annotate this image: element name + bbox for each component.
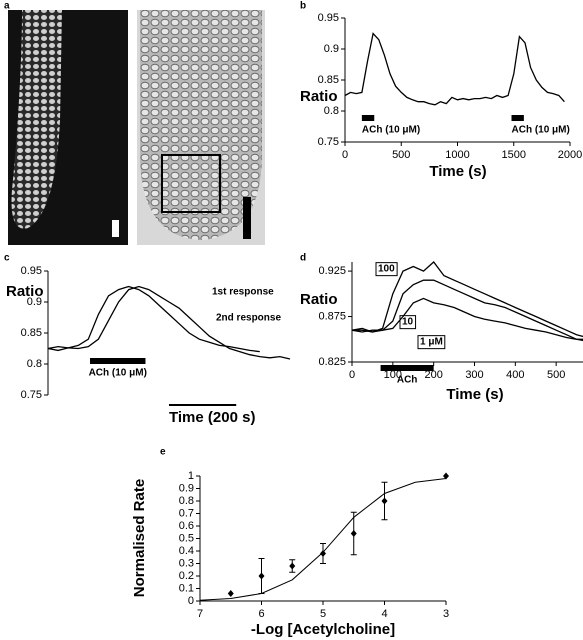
stimulus-bar [90,358,146,364]
x-tick-label: 6 [258,608,264,620]
stimulus-label: ACh [397,375,418,386]
scale-bar-label: Time (200 s) [169,409,255,426]
x-tick-label: 0 [342,149,348,161]
panel-label: e [160,447,166,458]
x-axis-label: -Log [Acetylcholine] [251,621,395,638]
series-line [344,32,565,106]
point [227,590,234,597]
y-tick-label: 0.5 [179,532,194,544]
panel-label: a [4,1,10,12]
x-tick-label: 3 [443,608,449,620]
y-tick-label: 0.9 [27,296,42,308]
series-label-box [399,315,417,330]
series-line [351,279,583,342]
y-tick-label: 0.9 [324,43,339,55]
y-axis-label: Ratio [6,283,44,300]
x-tick-label: 1000 [445,149,469,161]
x-tick-label: 400 [506,369,524,381]
series-line [351,261,583,338]
x-axis-label: Time (s) [446,386,503,403]
y-tick-label: 0.1 [179,582,194,594]
series-label: 2nd response [216,313,281,324]
micrograph [8,10,265,245]
y-tick-label: 0.6 [179,520,194,532]
y-axis-label: Normalised Rate [131,479,148,597]
y-tick-label: 0.8 [324,105,339,117]
stimulus-bar [380,365,434,371]
x-tick-label: 4 [381,608,387,620]
series-label: 1st response [212,287,274,298]
stimulus-bar [361,115,375,121]
y-tick-label: 0.825 [318,356,346,368]
y-tick-label: 0.95 [318,12,339,24]
y-tick-label: 0.875 [318,310,346,322]
y-tick-label: 0.85 [318,74,339,86]
x-axis-label: Time (s) [429,163,486,180]
series-label: 10 [402,317,414,328]
y-tick-label: 0.8 [27,358,42,370]
x-tick-label: 1500 [502,149,526,161]
panel-label: b [300,1,306,12]
x-tick-label: 100 [384,369,402,381]
series-label-box [417,335,446,350]
stimulus-bar [511,115,524,121]
y-tick-label: 0.95 [21,265,42,277]
panel-label: c [4,253,10,264]
series-label: 1 μM [420,337,443,348]
stimulus-label: ACh (10 μM) [512,125,570,136]
x-tick-label: 200 [424,369,442,381]
y-axis-label: Ratio [300,291,338,308]
series-label-box [375,262,398,277]
panel-label: d [300,253,306,264]
x-tick-label: 500 [392,149,410,161]
point [320,550,326,557]
x-tick-label: 7 [197,608,203,620]
y-tick-label: 0.75 [318,136,339,148]
y-tick-label: 0.8 [179,495,194,507]
point [381,497,388,505]
y-tick-label: 0 [188,595,194,607]
x-tick-label: 500 [547,369,565,381]
y-tick-label: 0.7 [179,507,194,519]
point [443,472,449,480]
fit-curve [199,478,447,601]
point [350,530,357,537]
point [258,572,265,580]
series-line [47,285,291,360]
y-tick-label: 0.4 [179,545,194,557]
y-tick-label: 1 [188,470,194,482]
series-label: 100 [378,264,395,275]
stimulus-label: ACh (10 μM) [89,368,147,379]
x-tick-label: 300 [465,369,483,381]
y-tick-label: 0.75 [21,389,42,401]
y-tick-label: 0.85 [21,327,42,339]
series-line [352,297,583,340]
y-tick-label: 0.3 [179,557,194,569]
y-axis-label: Ratio [300,88,338,105]
y-tick-label: 0.2 [179,570,194,582]
y-tick-label: 0.925 [318,265,346,277]
point [289,562,296,570]
stimulus-label: ACh (10 μM) [362,125,420,136]
x-tick-label: 5 [320,608,326,620]
x-tick-label: 0 [349,369,355,381]
y-tick-label: 0.9 [179,482,194,494]
x-tick-label: 2000 [558,149,582,161]
